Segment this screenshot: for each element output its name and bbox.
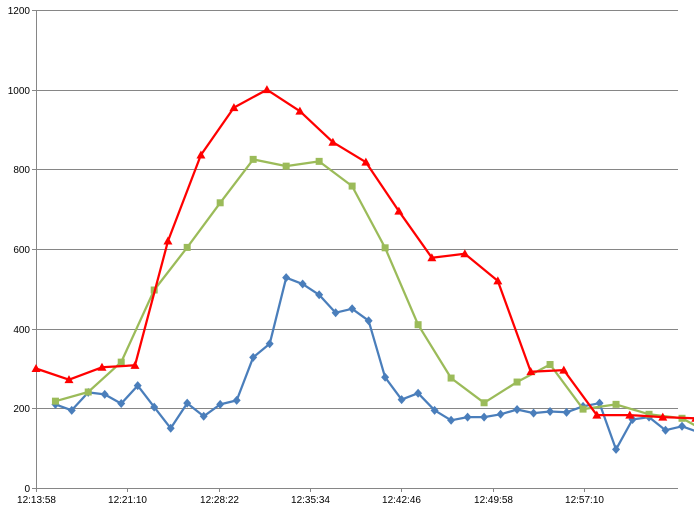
data-point (625, 410, 635, 419)
y-tick-label: 600 (13, 245, 30, 256)
series-group (31, 85, 694, 454)
data-point (427, 253, 437, 262)
data-point (394, 206, 404, 215)
data-point (381, 372, 390, 382)
data-point (513, 405, 522, 415)
data-point (546, 361, 554, 369)
data-point (84, 388, 92, 396)
data-point (348, 304, 357, 314)
data-point (645, 410, 653, 418)
x-tick-label: 12:57:10 (565, 495, 604, 506)
axes (32, 10, 678, 492)
data-point (529, 408, 538, 418)
data-point (430, 405, 439, 415)
data-point (282, 273, 291, 283)
data-point (117, 358, 125, 366)
y-tick-label: 1000 (8, 86, 31, 97)
data-point (661, 425, 670, 435)
data-point (196, 150, 206, 159)
series-line (55, 158, 694, 427)
data-point (361, 157, 371, 166)
data-point (480, 399, 488, 407)
data-point (67, 405, 76, 415)
data-point (315, 157, 323, 165)
data-point (328, 137, 338, 146)
data-point (447, 415, 456, 425)
data-point (592, 410, 602, 419)
data-point (348, 182, 356, 190)
data-point (559, 365, 569, 374)
data-point (100, 389, 109, 399)
data-point (493, 276, 503, 285)
data-point (612, 444, 621, 454)
data-point (460, 249, 470, 258)
data-point (64, 375, 74, 384)
data-point (51, 397, 59, 405)
data-point (331, 308, 340, 318)
gridlines (36, 10, 678, 489)
data-point (658, 412, 668, 421)
data-point (163, 236, 173, 245)
x-tick-label: 12:13:58 (17, 495, 56, 506)
data-point (183, 398, 192, 408)
data-point (265, 339, 274, 349)
x-tick-label: 12:35:34 (291, 495, 330, 506)
data-point (295, 106, 305, 115)
x-tick-label: 12:28:22 (200, 495, 239, 506)
series-line (35, 88, 694, 420)
data-point (130, 360, 140, 369)
tick-labels: 0 200 400 600 800 1000 1200 12:13:58 12:21:10 12:… (8, 6, 605, 506)
data-point (414, 321, 422, 329)
y-tick-label: 0 (24, 484, 30, 495)
data-point (133, 381, 142, 391)
data-point (216, 399, 225, 409)
data-point (315, 290, 324, 300)
data-point (562, 407, 571, 417)
data-point (229, 103, 239, 112)
data-point (480, 412, 489, 422)
data-point (463, 412, 472, 422)
x-tick-label: 12:49:58 (474, 495, 513, 506)
data-point (262, 85, 272, 94)
data-point (216, 199, 224, 207)
data-point (364, 316, 373, 326)
data-point (97, 362, 107, 371)
data-point (166, 423, 175, 433)
data-point (232, 395, 241, 405)
data-point (546, 407, 555, 417)
y-tick-label: 200 (13, 404, 30, 415)
data-point (678, 421, 687, 431)
x-tick-label: 12:21:10 (108, 495, 147, 506)
x-tick-label: 12:42:46 (382, 495, 421, 506)
data-point (612, 400, 620, 408)
data-point (579, 405, 587, 413)
data-point (381, 244, 389, 252)
data-point (249, 352, 258, 362)
series-3 (31, 85, 694, 422)
data-point (447, 374, 455, 382)
data-point (513, 378, 521, 386)
data-point (691, 416, 694, 422)
y-tick-label: 400 (13, 325, 30, 336)
y-tick-label: 800 (13, 165, 30, 176)
data-point (298, 279, 307, 289)
data-point (496, 409, 505, 419)
data-point (31, 364, 41, 372)
data-point (414, 388, 423, 398)
series-1 (51, 273, 694, 454)
data-point (282, 162, 290, 170)
data-point (199, 411, 208, 421)
y-tick-label: 1200 (8, 6, 31, 17)
data-point (249, 155, 257, 163)
data-point (117, 399, 126, 409)
data-point (183, 243, 191, 251)
data-point (526, 367, 536, 376)
data-point (150, 402, 159, 412)
data-point (397, 395, 406, 405)
